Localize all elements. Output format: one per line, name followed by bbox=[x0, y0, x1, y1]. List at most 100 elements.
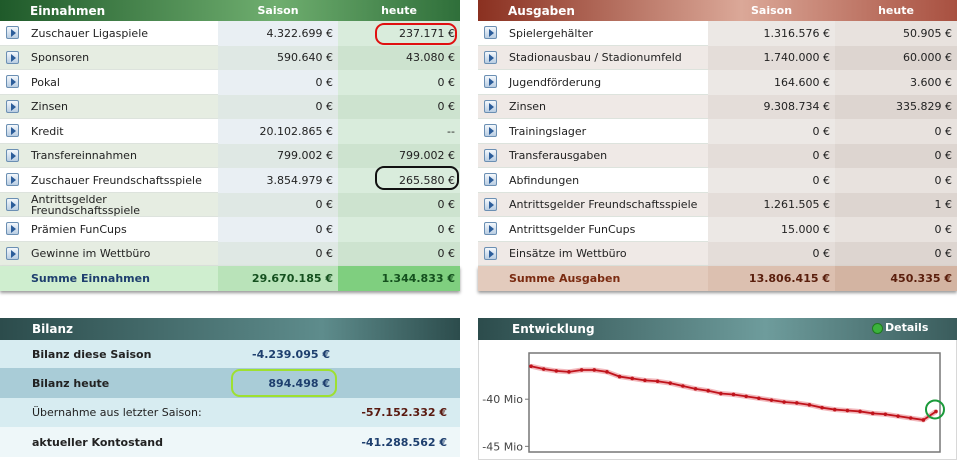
point bbox=[567, 370, 571, 374]
point bbox=[706, 388, 710, 393]
expand-icon[interactable] bbox=[6, 99, 19, 113]
saison-value: 164.600 € bbox=[708, 70, 835, 95]
y-tick-label: -40 Mio bbox=[482, 393, 523, 406]
bilanz-saison: 894.498 € bbox=[268, 376, 330, 390]
expand-icon[interactable] bbox=[6, 148, 19, 162]
bilanz-label: Bilanz diese Saison bbox=[32, 347, 152, 361]
expand-icon[interactable] bbox=[484, 124, 497, 137]
entwicklung-title: Entwicklung bbox=[512, 322, 595, 336]
details-link[interactable]: Details bbox=[885, 321, 929, 334]
saison-value: 3.854.979 € bbox=[218, 168, 338, 193]
heute-value: 0 € bbox=[338, 241, 460, 266]
expand-icon[interactable] bbox=[484, 246, 497, 260]
heute-value: 237.171 € bbox=[338, 21, 460, 46]
row-label: Zinsen bbox=[509, 100, 547, 114]
heute-value: 335.829 € bbox=[835, 94, 957, 119]
y-tick-label: -45 Mio bbox=[482, 440, 523, 453]
heute-value: 0 € bbox=[835, 168, 957, 193]
expand-icon[interactable] bbox=[6, 50, 19, 64]
saison-value: 0 € bbox=[708, 168, 835, 193]
saison-value: 0 € bbox=[218, 192, 338, 217]
row-label: Spielergehälter bbox=[509, 26, 594, 40]
expand-icon[interactable] bbox=[6, 75, 19, 88]
expand-icon[interactable] bbox=[484, 99, 497, 113]
expand-icon[interactable] bbox=[6, 26, 19, 39]
point bbox=[605, 370, 609, 374]
bilanz-gesamt: -41.288.562 € bbox=[361, 435, 447, 449]
details-icon[interactable] bbox=[872, 323, 883, 334]
bilanz-header: Bilanz bbox=[0, 318, 460, 340]
bilanz-body: Bilanz diese Saison -4.239.095 € Bilanz he… bbox=[0, 340, 460, 458]
row-label: Zuschauer Ligaspiele bbox=[31, 26, 149, 40]
ausgaben-header: Ausgaben bbox=[478, 0, 957, 21]
heute-value: 799.002 € bbox=[338, 143, 460, 168]
row-label: Stadionausbau / Stadionumfeld bbox=[509, 51, 682, 65]
row-label: Kredit bbox=[31, 124, 64, 138]
saison-value: 20.102.865 € bbox=[218, 119, 338, 144]
expand-icon[interactable] bbox=[484, 148, 497, 162]
col-heute-header: heute bbox=[381, 4, 417, 17]
expand-icon[interactable] bbox=[484, 222, 497, 235]
expand-icon[interactable] bbox=[484, 75, 497, 88]
point bbox=[554, 369, 559, 373]
heute-value: 0 € bbox=[835, 217, 957, 242]
point bbox=[794, 401, 799, 405]
point bbox=[769, 398, 774, 402]
bilanz-row bbox=[0, 340, 460, 368]
expand-icon[interactable] bbox=[6, 222, 19, 235]
point bbox=[643, 378, 647, 383]
point bbox=[693, 387, 698, 391]
point bbox=[579, 368, 584, 372]
point bbox=[668, 381, 673, 385]
row-label: Sponsoren bbox=[31, 51, 90, 65]
expand-icon[interactable] bbox=[484, 50, 497, 64]
heute-value: 43.080 € bbox=[338, 45, 460, 70]
entwicklung-header: Entwicklung bbox=[478, 318, 957, 340]
row-label: Transferausgaben bbox=[509, 149, 608, 163]
point bbox=[896, 414, 900, 418]
heute-value: 0 € bbox=[338, 94, 460, 119]
row-label: Abfindungen bbox=[509, 173, 580, 187]
row-label: Antrittsgelder Freundschaftsspiele bbox=[509, 198, 698, 212]
bilanz-saison: -4.239.095 € bbox=[252, 347, 330, 361]
einnahmen-header: Einnahmen bbox=[0, 0, 460, 21]
expand-icon[interactable] bbox=[6, 197, 19, 211]
expand-icon[interactable] bbox=[6, 124, 19, 137]
point bbox=[845, 408, 850, 413]
row-label: Jugendförderung bbox=[509, 75, 602, 89]
heute-value: 1 € bbox=[835, 192, 957, 217]
expand-icon[interactable] bbox=[6, 246, 19, 260]
highlight-ring bbox=[925, 399, 945, 420]
point bbox=[832, 407, 837, 412]
highlight-ring bbox=[231, 369, 337, 397]
saison-value: 0 € bbox=[708, 119, 835, 144]
point bbox=[921, 418, 926, 422]
expand-icon[interactable] bbox=[6, 173, 19, 186]
expand-icon[interactable] bbox=[484, 173, 497, 186]
point bbox=[757, 396, 761, 401]
expand-icon[interactable] bbox=[484, 197, 497, 211]
col-saison-header: Saison bbox=[257, 4, 299, 17]
point bbox=[592, 368, 597, 372]
saison-value: 4.322.699 € bbox=[218, 21, 338, 46]
saison-value: 799.002 € bbox=[218, 143, 338, 168]
saison-value: 0 € bbox=[218, 217, 338, 242]
point bbox=[807, 403, 812, 407]
bilanz-label: Bilanz heute bbox=[32, 376, 110, 390]
bilanz-row bbox=[0, 398, 460, 427]
sum-heute: 1.344.833 € bbox=[338, 266, 460, 291]
saison-value: 590.640 € bbox=[218, 45, 338, 70]
bilanz-row bbox=[0, 368, 460, 398]
saison-value: 1.261.505 € bbox=[708, 192, 835, 217]
heute-value: 60.000 € bbox=[835, 45, 957, 70]
highlight-ring bbox=[375, 166, 459, 190]
saison-value: 0 € bbox=[218, 70, 338, 95]
point bbox=[731, 392, 736, 397]
row-label: Zuschauer Freundschaftsspiele bbox=[31, 173, 202, 187]
point bbox=[617, 374, 622, 379]
point bbox=[934, 409, 938, 414]
expand-icon[interactable] bbox=[484, 26, 497, 39]
heute-value: 0 € bbox=[338, 192, 460, 217]
bilanz-row bbox=[0, 427, 460, 457]
